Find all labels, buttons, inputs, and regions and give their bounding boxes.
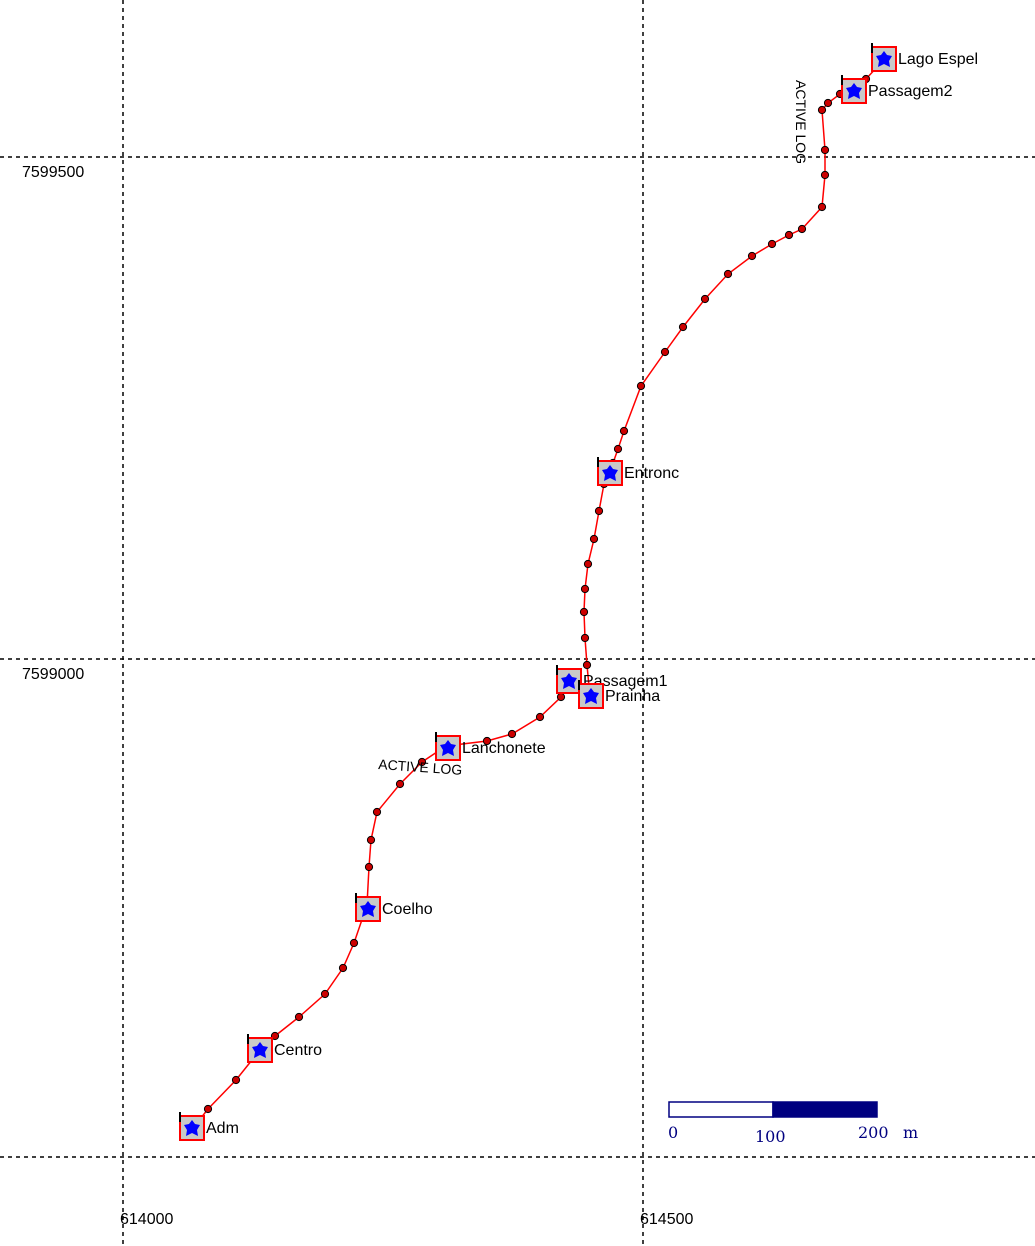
- waypoint-prainha[interactable]: Prainha: [578, 680, 660, 709]
- track-point: [580, 633, 590, 643]
- active-log-label-south: ACTIVE LOG: [378, 756, 463, 778]
- track-point: [767, 239, 777, 249]
- waypoint-lago-espel[interactable]: Lago Espel: [871, 43, 978, 72]
- track-point: [797, 224, 807, 234]
- scale-label-200: 200: [858, 1123, 889, 1142]
- waypoint-label: Lanchonete: [462, 740, 546, 757]
- track-point: [482, 736, 492, 746]
- waypoint-label: Prainha: [605, 688, 660, 705]
- track-point: [372, 807, 382, 817]
- waypoint-marker-icon: [583, 688, 599, 704]
- track-point: [294, 1012, 304, 1022]
- waypoint-entronc[interactable]: Entronc: [597, 457, 679, 486]
- track-point: [364, 862, 374, 872]
- track-point: [594, 506, 604, 516]
- waypoint-marker-icon: [876, 51, 892, 67]
- waypoint-label: Passagem2: [868, 83, 953, 100]
- scale-bar: 0 100 200 m: [668, 1101, 918, 1146]
- waypoint-label: Lago Espel: [898, 51, 978, 68]
- track-point: [338, 963, 348, 973]
- track-line: [192, 58, 886, 1129]
- track-point: [507, 729, 517, 739]
- track-point: [820, 145, 830, 155]
- track-point: [231, 1075, 241, 1085]
- track-point: [417, 757, 427, 767]
- scale-label-0: 0: [668, 1123, 678, 1142]
- waypoints: Lago Espel Passagem2 Entronc Passagem1Prain…: [179, 43, 978, 1141]
- waypoint-coelho[interactable]: Coelho: [355, 893, 433, 922]
- track-point: [270, 1031, 280, 1041]
- scale-bar-white-segment: [668, 1101, 774, 1118]
- waypoint-centro[interactable]: Centro: [247, 1034, 322, 1063]
- track-point: [589, 534, 599, 544]
- track-point: [582, 660, 592, 670]
- waypoint-marker-icon: [846, 83, 862, 99]
- waypoint-marker-icon: [602, 465, 618, 481]
- track-point: [366, 835, 376, 845]
- track-point: [395, 779, 405, 789]
- track-point: [556, 692, 566, 702]
- waypoint-marker-icon: [184, 1120, 200, 1136]
- track-point: [747, 251, 757, 261]
- grid-label-x-614500: 614500: [640, 1211, 693, 1228]
- track-point: [535, 712, 545, 722]
- waypoint-label: Coelho: [382, 901, 433, 918]
- track-point: [820, 170, 830, 180]
- track-point: [613, 444, 623, 454]
- track-point: [817, 202, 827, 212]
- scale-bar-filled-segment: [772, 1101, 878, 1118]
- waypoint-passagem2[interactable]: Passagem2: [841, 75, 953, 104]
- waypoint-label: Adm: [206, 1120, 239, 1137]
- track-point: [583, 559, 593, 569]
- waypoint-lanchonete[interactable]: Lanchonete: [435, 732, 546, 761]
- track-point: [700, 294, 710, 304]
- track-point: [349, 938, 359, 948]
- waypoint-marker-icon: [440, 740, 456, 756]
- track-point: [579, 607, 589, 617]
- grid-label-x-614000: 614000: [120, 1211, 173, 1228]
- grid-label-y-7599000: 7599000: [22, 666, 84, 683]
- track-point: [580, 584, 590, 594]
- track-point: [660, 347, 670, 357]
- track-point: [784, 230, 794, 240]
- waypoint-label: Passagem1: [583, 673, 668, 690]
- grid-label-y-7599500: 7599500: [22, 164, 84, 181]
- track-point: [723, 269, 733, 279]
- waypoint-passagem1[interactable]: Passagem1: [556, 665, 668, 694]
- active-log-track: [188, 54, 890, 1133]
- waypoint-label: Centro: [274, 1042, 322, 1059]
- waypoint-marker-icon: [252, 1042, 268, 1058]
- track-point: [320, 989, 330, 999]
- track-point: [203, 1104, 213, 1114]
- track-point: [678, 322, 688, 332]
- active-log-label-north: ACTIVE LOG: [793, 80, 809, 164]
- waypoint-label: Entronc: [624, 465, 679, 482]
- waypoint-marker-icon: [561, 673, 577, 689]
- track-point: [619, 426, 629, 436]
- track-point: [636, 381, 646, 391]
- waypoint-marker-icon: [360, 901, 376, 917]
- track-point: [817, 105, 827, 115]
- scale-unit: m: [903, 1123, 918, 1142]
- scale-label-100: 100: [755, 1127, 786, 1146]
- waypoint-adm[interactable]: Adm: [179, 1112, 239, 1141]
- track-point: [823, 98, 833, 108]
